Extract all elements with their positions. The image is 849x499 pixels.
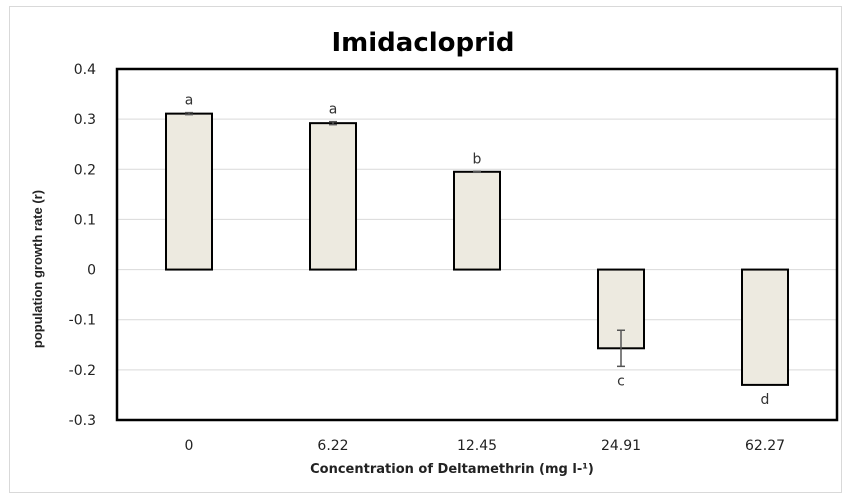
significance-label: a [185, 93, 194, 109]
significance-label: c [617, 373, 625, 389]
y-tick-label: 0.1 [74, 212, 96, 228]
bar [165, 112, 213, 271]
y-tick-label: -0.2 [69, 363, 96, 379]
y-axis-label: population growth rate (r) [30, 190, 45, 348]
y-tick-label: 0.3 [74, 112, 96, 128]
significance-label: a [329, 102, 338, 118]
x-axis-ticks: 0 6.22 12.45 24.91 62.27 [185, 438, 786, 454]
bar [741, 268, 789, 386]
y-tick-label: -0.1 [69, 313, 96, 329]
bar [309, 122, 357, 271]
chart-title: Imidacloprid [332, 28, 515, 58]
bar [453, 170, 501, 271]
significance-label: b [473, 151, 482, 167]
y-tick-label: 0.2 [74, 162, 96, 178]
bars: a a b c d [165, 93, 789, 408]
x-axis-label: Concentration of Deltamethrin (mg l-¹) [310, 462, 594, 477]
y-tick-label: -0.3 [69, 413, 96, 429]
x-tick-label: 12.45 [457, 438, 497, 454]
significance-label: d [761, 392, 770, 408]
plot-area-border [115, 67, 839, 422]
chart-frame [9, 6, 842, 493]
x-tick-label: 0 [185, 438, 194, 454]
y-axis-ticks: 0.4 0.3 0.2 0.1 0 -0.1 -0.2 -0.3 [69, 62, 96, 429]
x-tick-label: 6.22 [317, 438, 348, 454]
x-tick-label: 62.27 [745, 438, 785, 454]
x-tick-label: 24.91 [601, 438, 641, 454]
y-tick-label: 0 [87, 263, 96, 279]
y-tick-label: 0.4 [74, 62, 96, 78]
